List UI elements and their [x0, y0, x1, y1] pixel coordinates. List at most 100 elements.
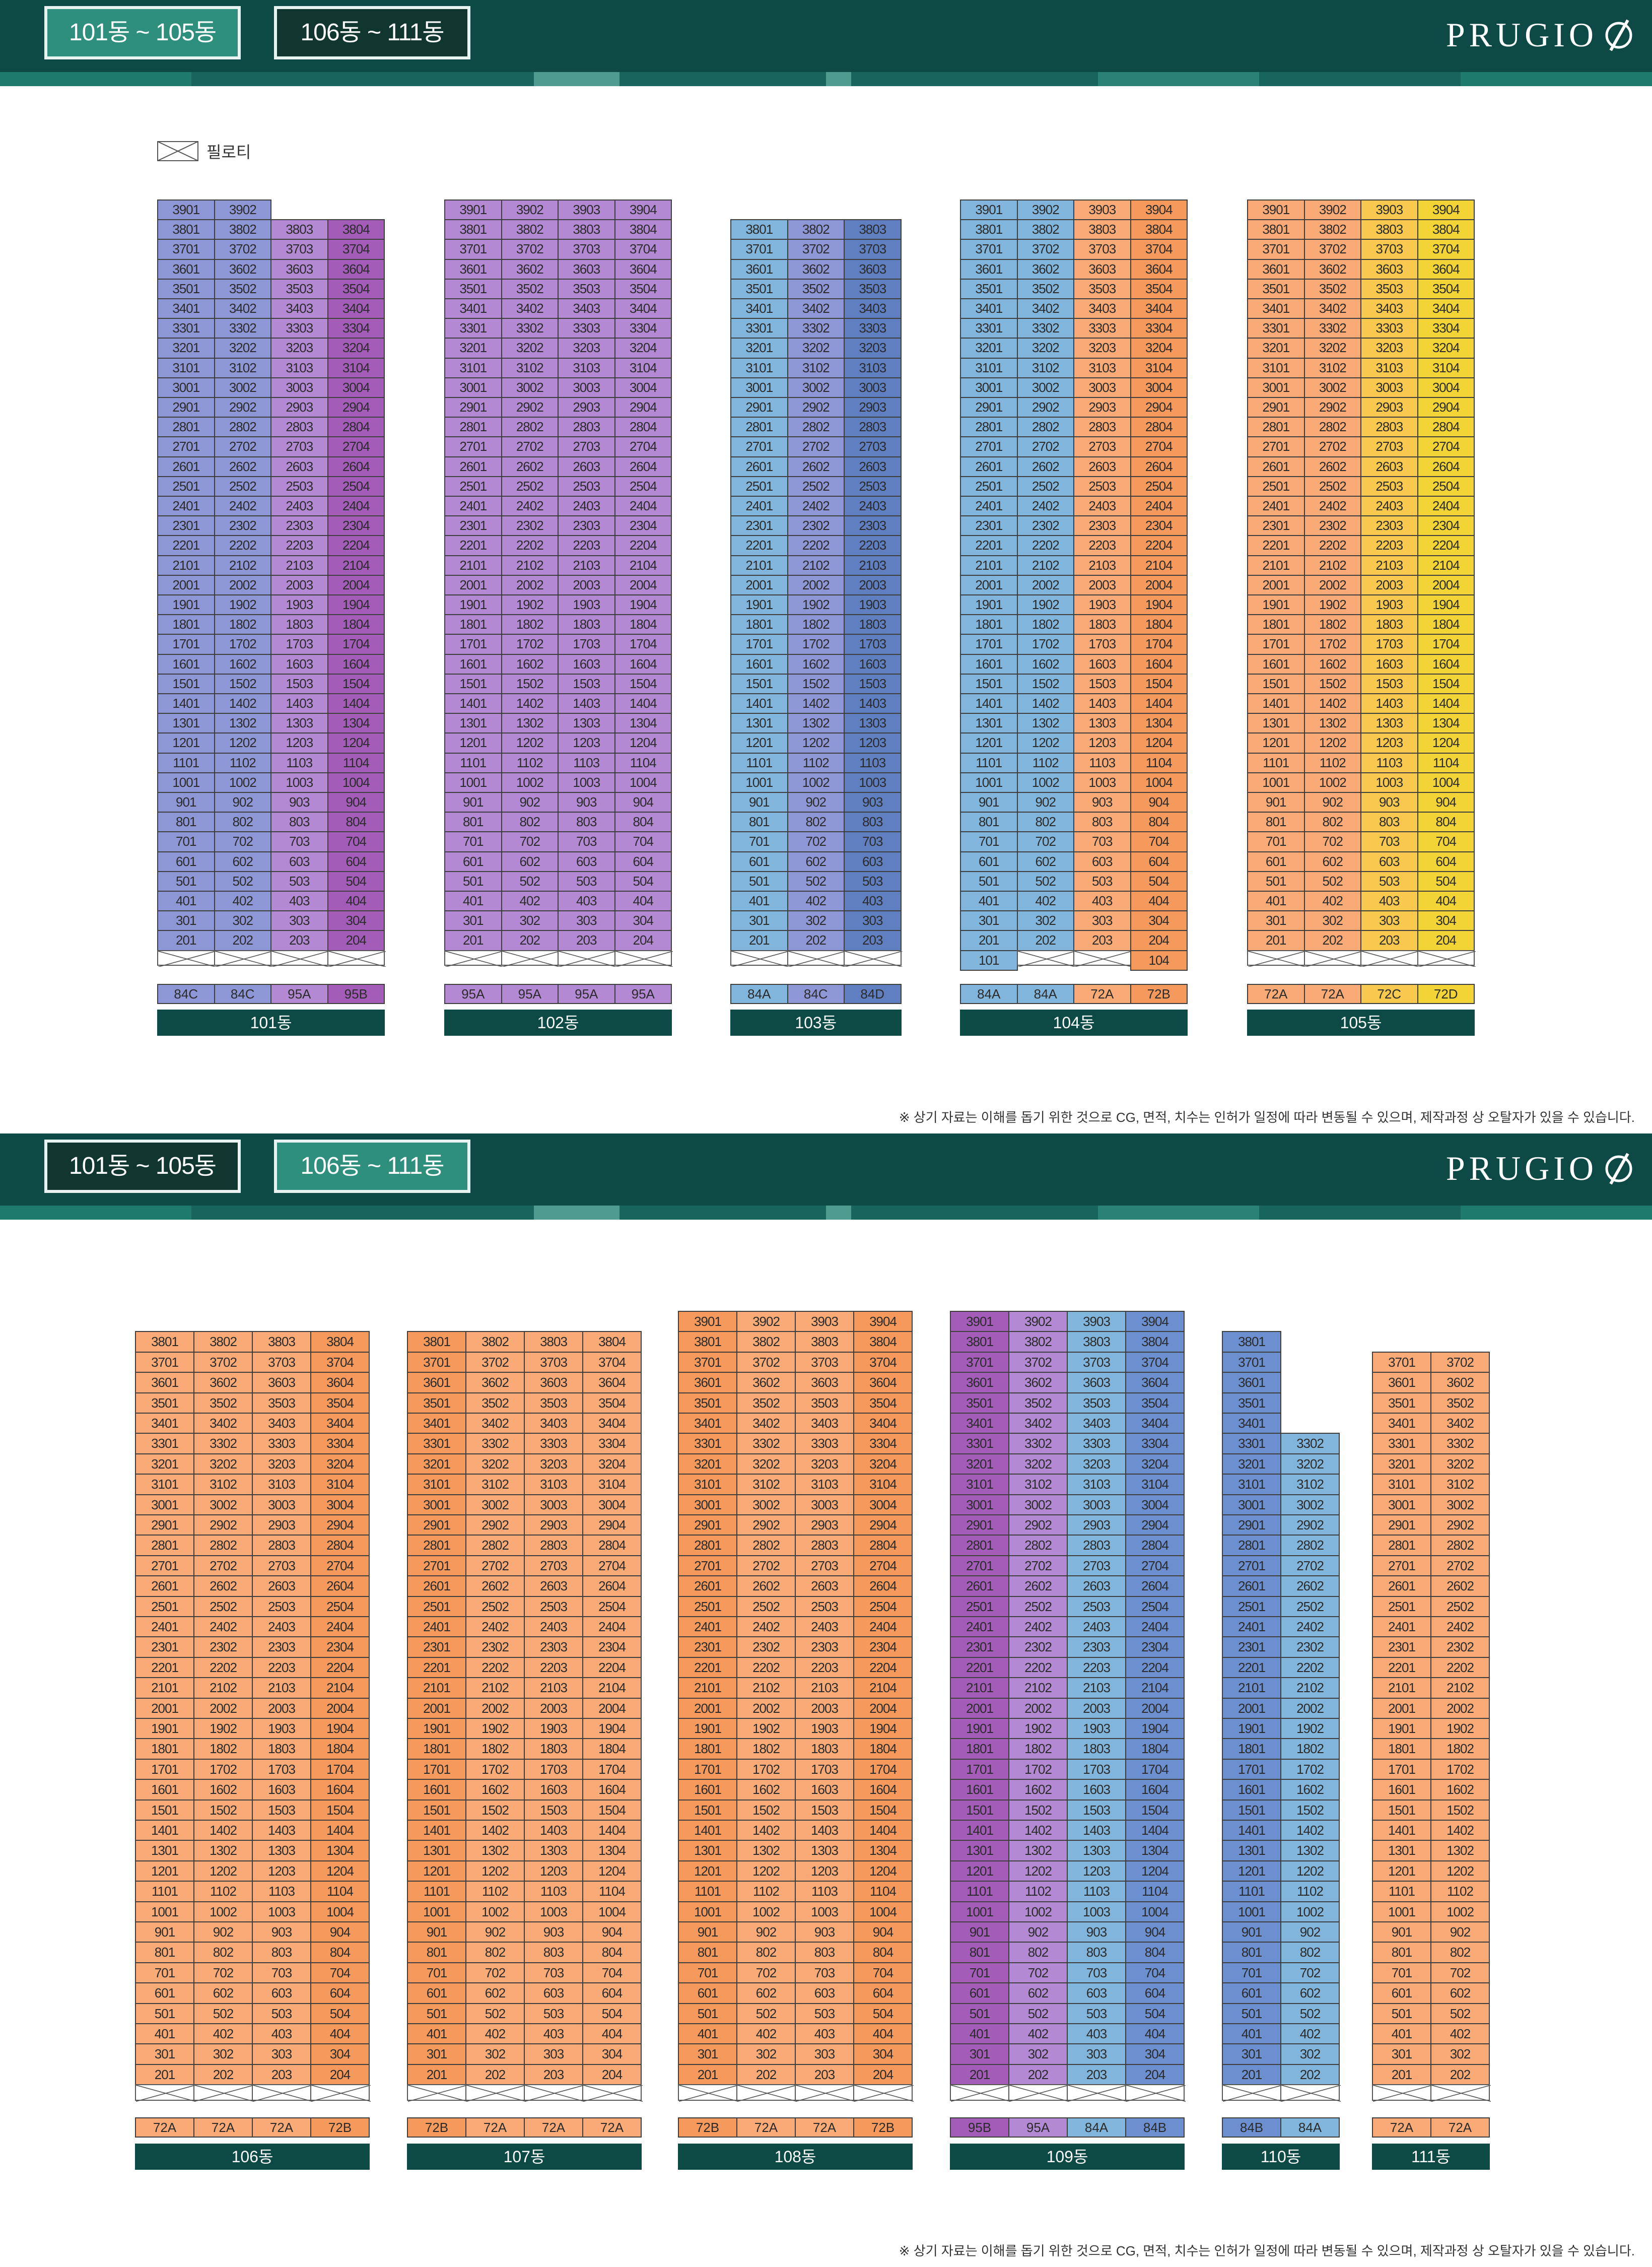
unit-cell[interactable]: 2403	[1073, 496, 1131, 517]
unit-cell[interactable]: 3302	[736, 1433, 796, 1454]
unit-cell[interactable]: 602	[736, 1982, 796, 2004]
unit-cell[interactable]: 1502	[501, 673, 559, 694]
unit-cell[interactable]: 3503	[270, 278, 328, 299]
unit-cell[interactable]: 3001	[960, 377, 1018, 398]
building-label[interactable]: 102동	[444, 1010, 672, 1036]
unit-cell[interactable]: 3801	[678, 1331, 737, 1353]
unit-cell[interactable]: 3102	[193, 1474, 253, 1495]
unit-cell[interactable]: 3702	[787, 239, 845, 260]
unit-cell[interactable]: 2103	[1067, 1677, 1126, 1699]
unit-cell[interactable]: 804	[1125, 1942, 1185, 1963]
unit-cell[interactable]: 2004	[1417, 574, 1475, 595]
unit-cell[interactable]: 1601	[950, 1779, 1009, 1801]
unit-cell[interactable]: 3304	[582, 1433, 642, 1454]
unit-cell[interactable]: 2403	[524, 1616, 583, 1638]
unit-cell[interactable]: 3102	[1016, 357, 1074, 378]
unit-cell[interactable]: 1402	[1016, 693, 1074, 714]
unit-cell[interactable]: 901	[960, 792, 1018, 813]
unit-cell[interactable]: 2703	[558, 436, 615, 457]
unit-cell[interactable]: 2501	[960, 476, 1018, 497]
unit-cell[interactable]: 2403	[795, 1616, 854, 1638]
unit-cell[interactable]: 2101	[730, 555, 788, 576]
unit-cell[interactable]: 602	[1280, 1982, 1340, 2004]
unit-cell[interactable]: 2501	[1247, 476, 1305, 497]
unit-cell[interactable]: 2701	[444, 436, 502, 457]
unit-cell[interactable]: 1904	[327, 594, 385, 616]
unit-cell[interactable]: 3401	[135, 1413, 194, 1434]
unit-cell[interactable]: 3201	[678, 1453, 737, 1475]
unit-cell[interactable]: 3001	[950, 1494, 1009, 1515]
unit-cell[interactable]: 704	[853, 1962, 913, 1984]
unit-cell[interactable]: 404	[582, 2023, 642, 2045]
unit-cell[interactable]: 3304	[310, 1433, 370, 1454]
unit-cell[interactable]: 2004	[853, 1697, 913, 1719]
unit-cell[interactable]: 1004	[310, 1901, 370, 1922]
unit-cell[interactable]: 3402	[1008, 1413, 1068, 1434]
unit-cell[interactable]: 1802	[193, 1738, 253, 1760]
unit-cell[interactable]: 2501	[678, 1595, 737, 1617]
unit-cell[interactable]: 801	[407, 1942, 466, 1963]
unit-cell[interactable]: 1402	[1280, 1820, 1340, 1841]
unit-cell[interactable]: 602	[214, 851, 271, 872]
unit-cell[interactable]: 3501	[1222, 1392, 1281, 1414]
unit-cell[interactable]: 2902	[1008, 1514, 1068, 1536]
unit-cell[interactable]: 1202	[1430, 1860, 1490, 1882]
unit-cell[interactable]: 3704	[1125, 1351, 1185, 1373]
unit-cell[interactable]: 304	[582, 2043, 642, 2065]
unit-cell[interactable]: 1301	[157, 713, 215, 734]
unit-cell[interactable]: 2802	[214, 417, 271, 438]
unit-cell[interactable]: 3001	[444, 377, 502, 398]
unit-cell[interactable]: 3703	[1360, 239, 1418, 260]
unit-cell[interactable]: 1502	[1280, 1799, 1340, 1821]
unit-cell[interactable]: 1602	[501, 653, 559, 675]
unit-cell[interactable]: 2401	[950, 1616, 1009, 1638]
unit-cell[interactable]: 2604	[1130, 456, 1188, 477]
unit-cell[interactable]: 1804	[1125, 1738, 1185, 1760]
unit-cell[interactable]: 804	[1130, 812, 1188, 833]
unit-cell[interactable]: 2602	[1430, 1575, 1490, 1597]
unit-cell[interactable]: 3904	[1130, 199, 1188, 221]
unit-cell[interactable]: 501	[960, 871, 1018, 892]
unit-cell[interactable]: 2902	[1280, 1514, 1340, 1536]
unit-cell[interactable]: 2602	[1280, 1575, 1340, 1597]
unit-cell[interactable]: 1001	[950, 1901, 1009, 1922]
unit-cell[interactable]: 3103	[1067, 1474, 1126, 1495]
unit-cell[interactable]: 202	[1016, 930, 1074, 951]
unit-cell[interactable]: 303	[795, 2043, 854, 2065]
unit-cell[interactable]: 2402	[501, 496, 559, 517]
unit-cell[interactable]: 1304	[1417, 713, 1475, 734]
unit-cell[interactable]: 3101	[135, 1474, 194, 1495]
unit-cell[interactable]: 1603	[558, 653, 615, 675]
unit-cell[interactable]: 1802	[736, 1738, 796, 1760]
unit-cell[interactable]: 3601	[135, 1372, 194, 1393]
unit-cell[interactable]: 3403	[252, 1413, 311, 1434]
unit-cell[interactable]: 702	[193, 1962, 253, 1984]
unit-cell[interactable]: 204	[853, 2063, 913, 2086]
unit-cell[interactable]: 301	[1247, 910, 1305, 931]
unit-cell[interactable]: 3003	[270, 377, 328, 398]
unit-cell[interactable]: 3404	[582, 1413, 642, 1434]
unit-cell[interactable]: 801	[157, 812, 215, 833]
unit-cell[interactable]: 1703	[1073, 634, 1131, 655]
unit-cell[interactable]: 2304	[1130, 515, 1188, 537]
unit-cell[interactable]: 2004	[582, 1697, 642, 1719]
unit-cell[interactable]: 1602	[1016, 653, 1074, 675]
unit-cell[interactable]: 2201	[135, 1656, 194, 1679]
unit-cell[interactable]: 201	[730, 930, 788, 951]
unit-cell[interactable]: 3303	[1073, 318, 1131, 339]
unit-cell[interactable]: 1303	[844, 713, 902, 734]
unit-cell[interactable]: 904	[582, 1921, 642, 1943]
unit-cell[interactable]: 2801	[444, 417, 502, 438]
unit-cell[interactable]: 1901	[1372, 1718, 1431, 1740]
unit-cell[interactable]: 304	[327, 910, 385, 931]
unit-cell[interactable]: 1601	[730, 653, 788, 675]
unit-cell[interactable]: 1102	[736, 1881, 796, 1902]
unit-cell[interactable]: 2501	[135, 1595, 194, 1617]
unit-cell[interactable]: 1303	[524, 1840, 583, 1861]
unit-cell[interactable]: 1701	[960, 634, 1018, 655]
unit-cell[interactable]: 1001	[1247, 772, 1305, 793]
unit-cell[interactable]: 503	[844, 871, 902, 892]
unit-cell[interactable]: 202	[1303, 930, 1361, 951]
unit-cell[interactable]: 2803	[524, 1535, 583, 1556]
unit-cell[interactable]: 2704	[582, 1555, 642, 1577]
